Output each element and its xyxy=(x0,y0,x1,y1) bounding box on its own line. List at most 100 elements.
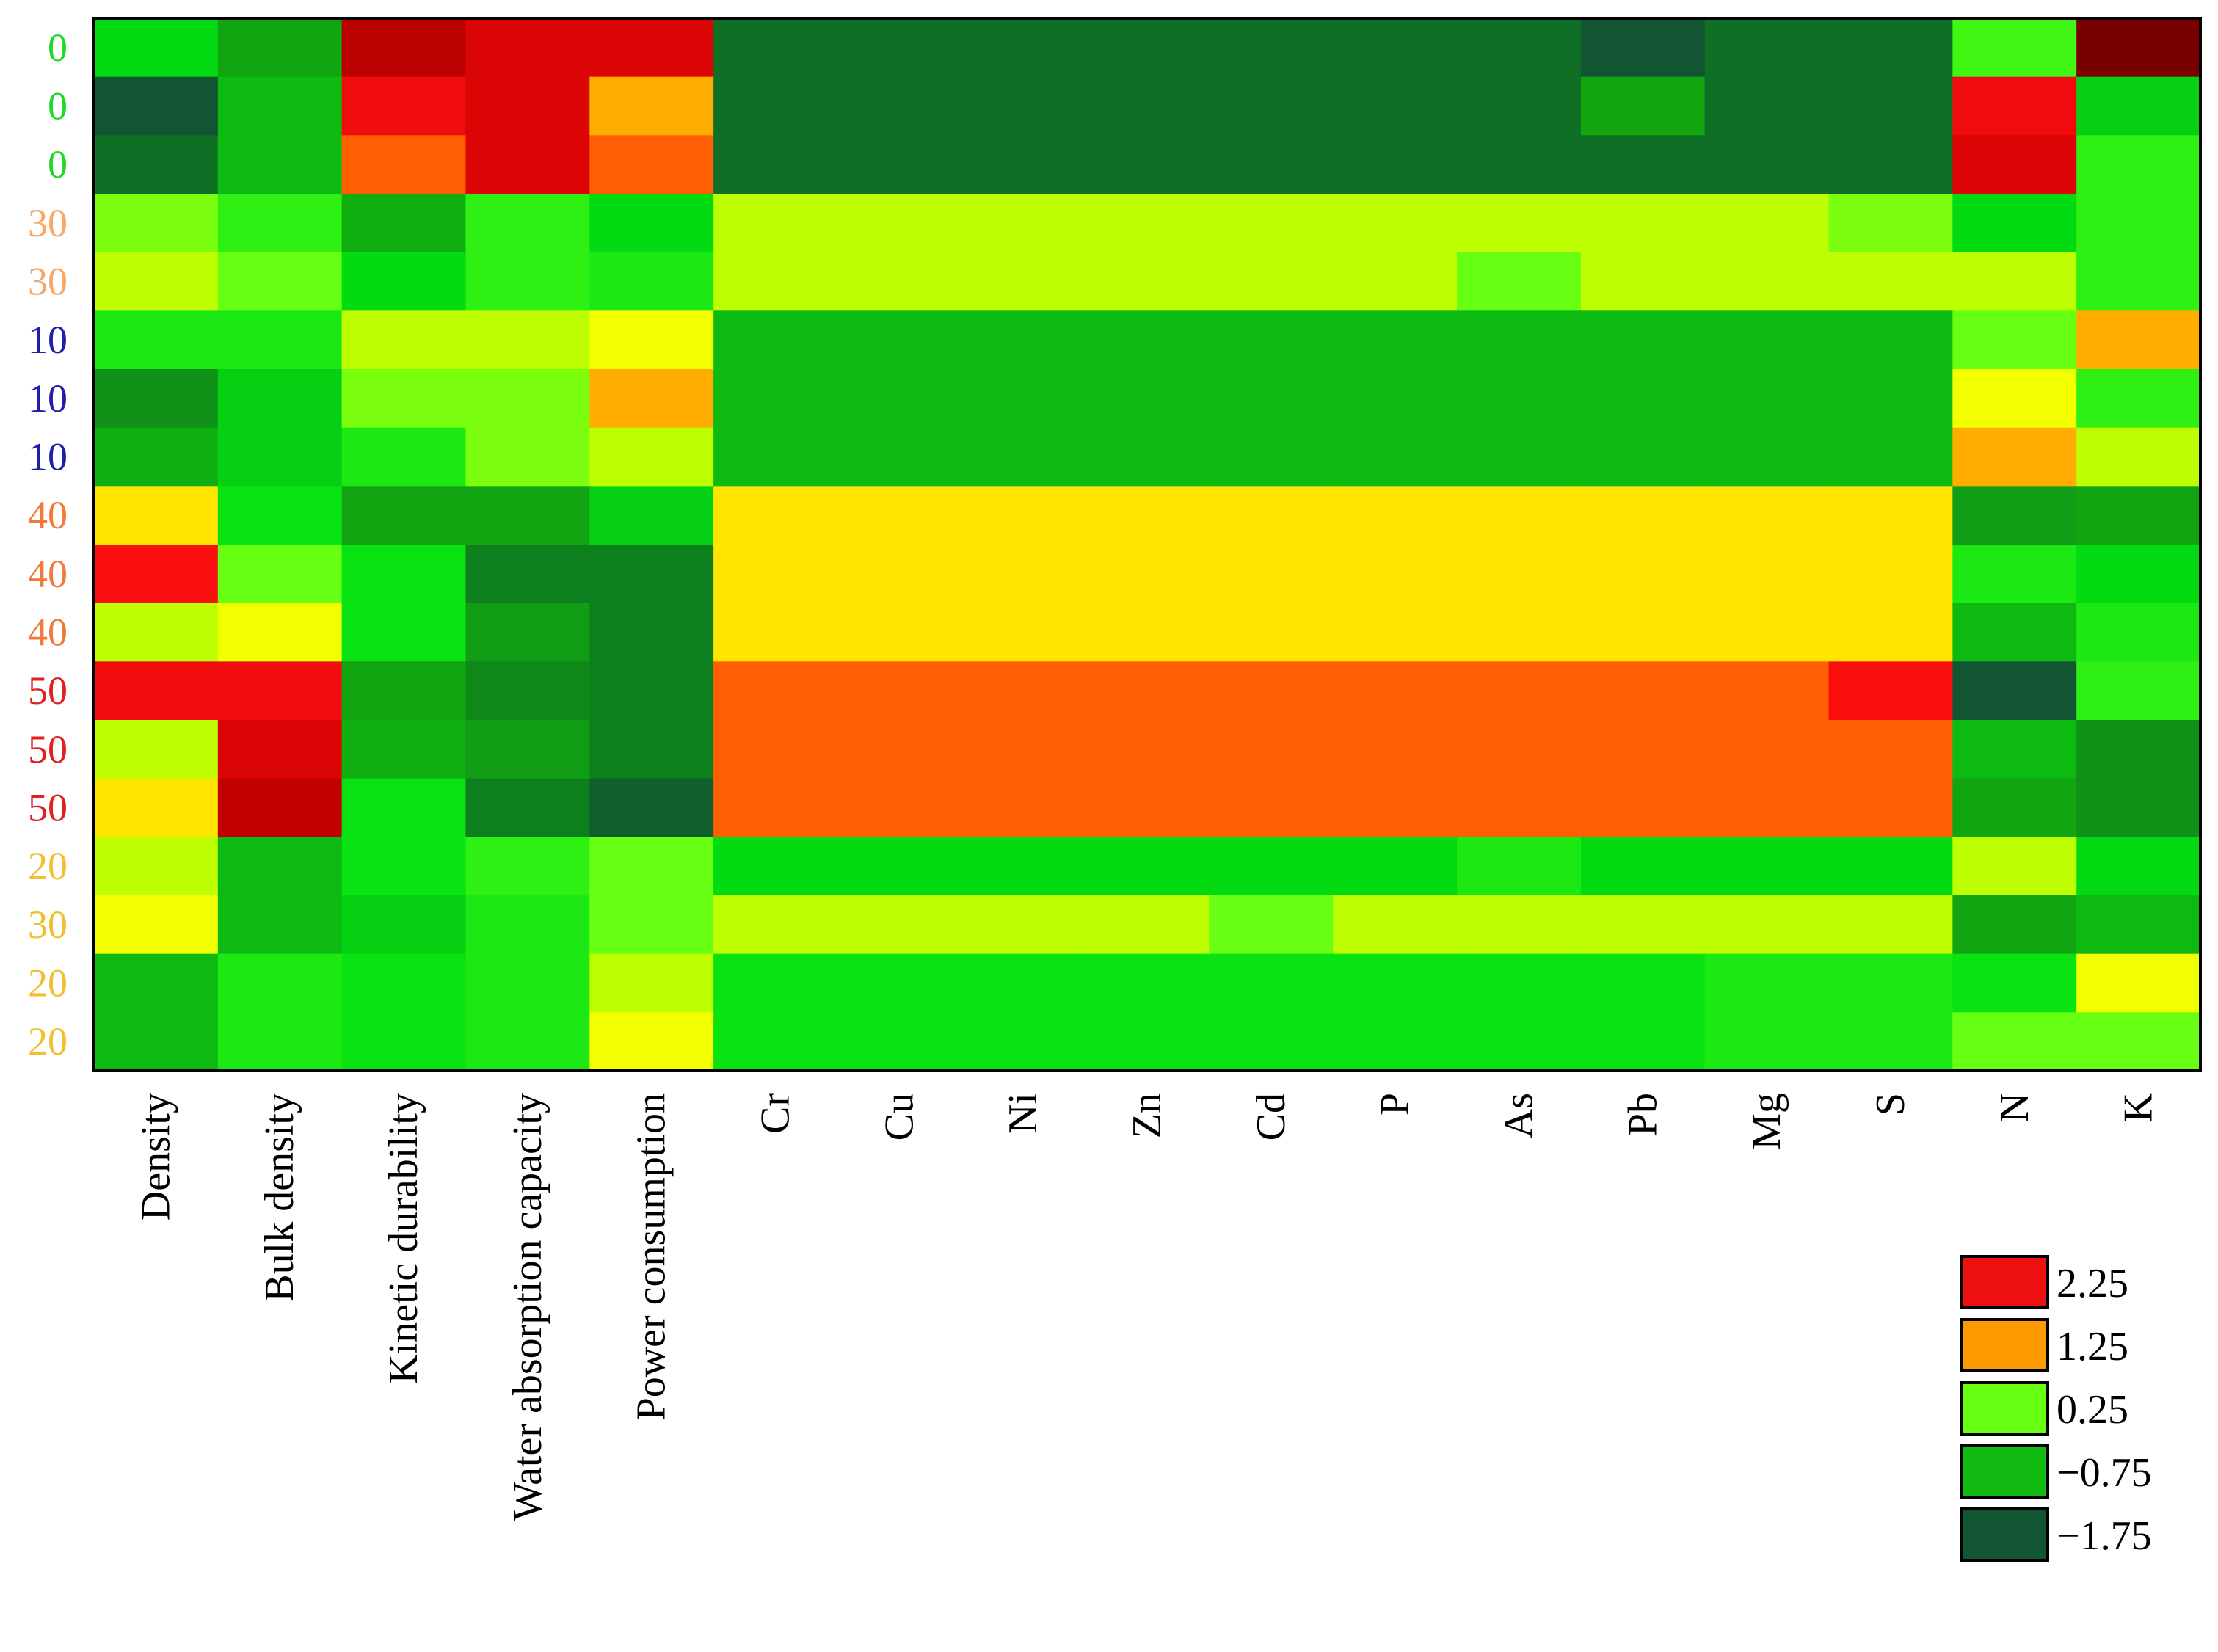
heatmap-cell xyxy=(589,427,714,487)
heatmap-cell xyxy=(589,720,714,779)
heatmap-cell xyxy=(1333,486,1458,545)
heatmap-cell xyxy=(837,837,962,896)
heatmap-cell xyxy=(1828,895,1954,955)
heatmap-cell xyxy=(217,545,343,604)
heatmap-cell xyxy=(1457,720,1582,779)
heatmap-cell xyxy=(217,895,343,955)
heatmap-cell xyxy=(713,18,838,78)
column-label: Cd xyxy=(1248,1093,1294,1140)
heatmap-cell xyxy=(1580,545,1706,604)
heatmap-cell xyxy=(1704,486,1830,545)
heatmap-cell xyxy=(589,252,714,312)
heatmap-cell xyxy=(217,194,343,253)
heatmap-cell xyxy=(2076,1012,2201,1071)
heatmap-cell xyxy=(2076,310,2201,370)
heatmap-cell xyxy=(1580,953,1706,1014)
heatmap-cell xyxy=(341,76,467,137)
heatmap-cell xyxy=(217,1012,343,1071)
heatmap-cell xyxy=(1952,194,2077,253)
row-label: 0 xyxy=(48,26,68,70)
heatmap-cell xyxy=(465,486,591,545)
heatmap-cell xyxy=(2076,76,2201,137)
heatmap-cell xyxy=(713,953,838,1014)
heatmap-cell xyxy=(1209,661,1334,721)
heatmap-cell xyxy=(1457,18,1582,78)
heatmap-cell xyxy=(1209,895,1334,955)
heatmap-cell xyxy=(1580,76,1706,137)
heatmap-cell xyxy=(1457,135,1582,194)
heatmap-cell xyxy=(217,310,343,370)
heatmap-cell xyxy=(1457,194,1582,253)
heatmap-cell xyxy=(713,661,838,721)
heatmap-cell xyxy=(1333,427,1458,487)
heatmap-cell xyxy=(94,18,219,78)
heatmap-cell xyxy=(1704,76,1830,137)
heatmap-cell xyxy=(713,837,838,896)
heatmap-cell xyxy=(1952,76,2077,137)
heatmap-cell xyxy=(713,545,838,604)
heatmap-cell xyxy=(465,427,591,487)
row-labels: 0 0 0 30 30 10 10 10 40 40 40 50 50 50 20 30 20 20 xyxy=(28,26,68,1063)
heatmap-cell xyxy=(1828,194,1954,253)
heatmap-cell xyxy=(837,661,962,721)
heatmap-cell xyxy=(1952,661,2077,721)
heatmap-cell xyxy=(589,1012,714,1071)
heatmap-cell xyxy=(2076,837,2201,896)
heatmap-cell xyxy=(94,895,219,955)
heatmap-cell xyxy=(94,369,219,429)
heatmap-cell xyxy=(2076,545,2201,604)
heatmap-cell xyxy=(589,895,714,955)
heatmap-cell xyxy=(1209,427,1334,487)
heatmap-cell xyxy=(837,369,962,429)
heatmap-cell xyxy=(1952,837,2077,896)
heatmap-cell xyxy=(1704,953,1830,1014)
heatmap-cell xyxy=(961,369,1086,429)
heatmap-cell xyxy=(589,545,714,604)
heatmap-cell xyxy=(1952,720,2077,779)
heatmap-cell xyxy=(1209,837,1334,896)
heatmap-cell xyxy=(2076,778,2201,838)
heatmap-cell xyxy=(465,310,591,370)
heatmap-cell xyxy=(961,837,1086,896)
heatmap-cell xyxy=(1085,486,1210,545)
heatmap-cell xyxy=(961,18,1086,78)
heatmap-cell xyxy=(341,486,467,545)
heatmap-cell xyxy=(1457,76,1582,137)
heatmap-cell xyxy=(1952,310,2077,370)
heatmap-cell xyxy=(465,720,591,779)
heatmap-cell xyxy=(341,194,467,253)
heatmap-cell xyxy=(94,720,219,779)
row-label: 0 xyxy=(48,84,68,128)
heatmap-cell xyxy=(1580,837,1706,896)
heatmap-cell xyxy=(589,194,714,253)
heatmap-cell xyxy=(1704,252,1830,312)
heatmap-cell xyxy=(1333,545,1458,604)
heatmap-cell xyxy=(837,76,962,137)
heatmap-cell xyxy=(2076,953,2201,1014)
heatmap-cell xyxy=(1828,369,1954,429)
heatmap-cell xyxy=(1457,837,1582,896)
heatmap-cell xyxy=(961,1012,1086,1071)
heatmap-cell xyxy=(1828,252,1954,312)
heatmap-cell xyxy=(1704,603,1830,663)
heatmap-cell xyxy=(465,837,591,896)
heatmap-cell xyxy=(713,778,838,838)
heatmap-cell xyxy=(2076,135,2201,194)
heatmap-cell xyxy=(465,603,591,663)
heatmap-cell xyxy=(1333,135,1458,194)
heatmap-cell xyxy=(837,603,962,663)
heatmap-cell xyxy=(1580,661,1706,721)
heatmap-cell xyxy=(713,135,838,194)
heatmap-cell xyxy=(1085,252,1210,312)
heatmap-cell xyxy=(2076,427,2201,487)
column-label: Mg xyxy=(1744,1093,1789,1150)
heatmap-cells xyxy=(94,18,2201,1071)
heatmap-cell xyxy=(1952,252,2077,312)
heatmap-cell xyxy=(1704,720,1830,779)
heatmap-cell xyxy=(1580,18,1706,78)
heatmap-cell xyxy=(961,720,1086,779)
heatmap-cell xyxy=(589,661,714,721)
heatmap-cell xyxy=(1580,135,1706,194)
heatmap-cell xyxy=(837,252,962,312)
heatmap-cell xyxy=(1952,895,2077,955)
